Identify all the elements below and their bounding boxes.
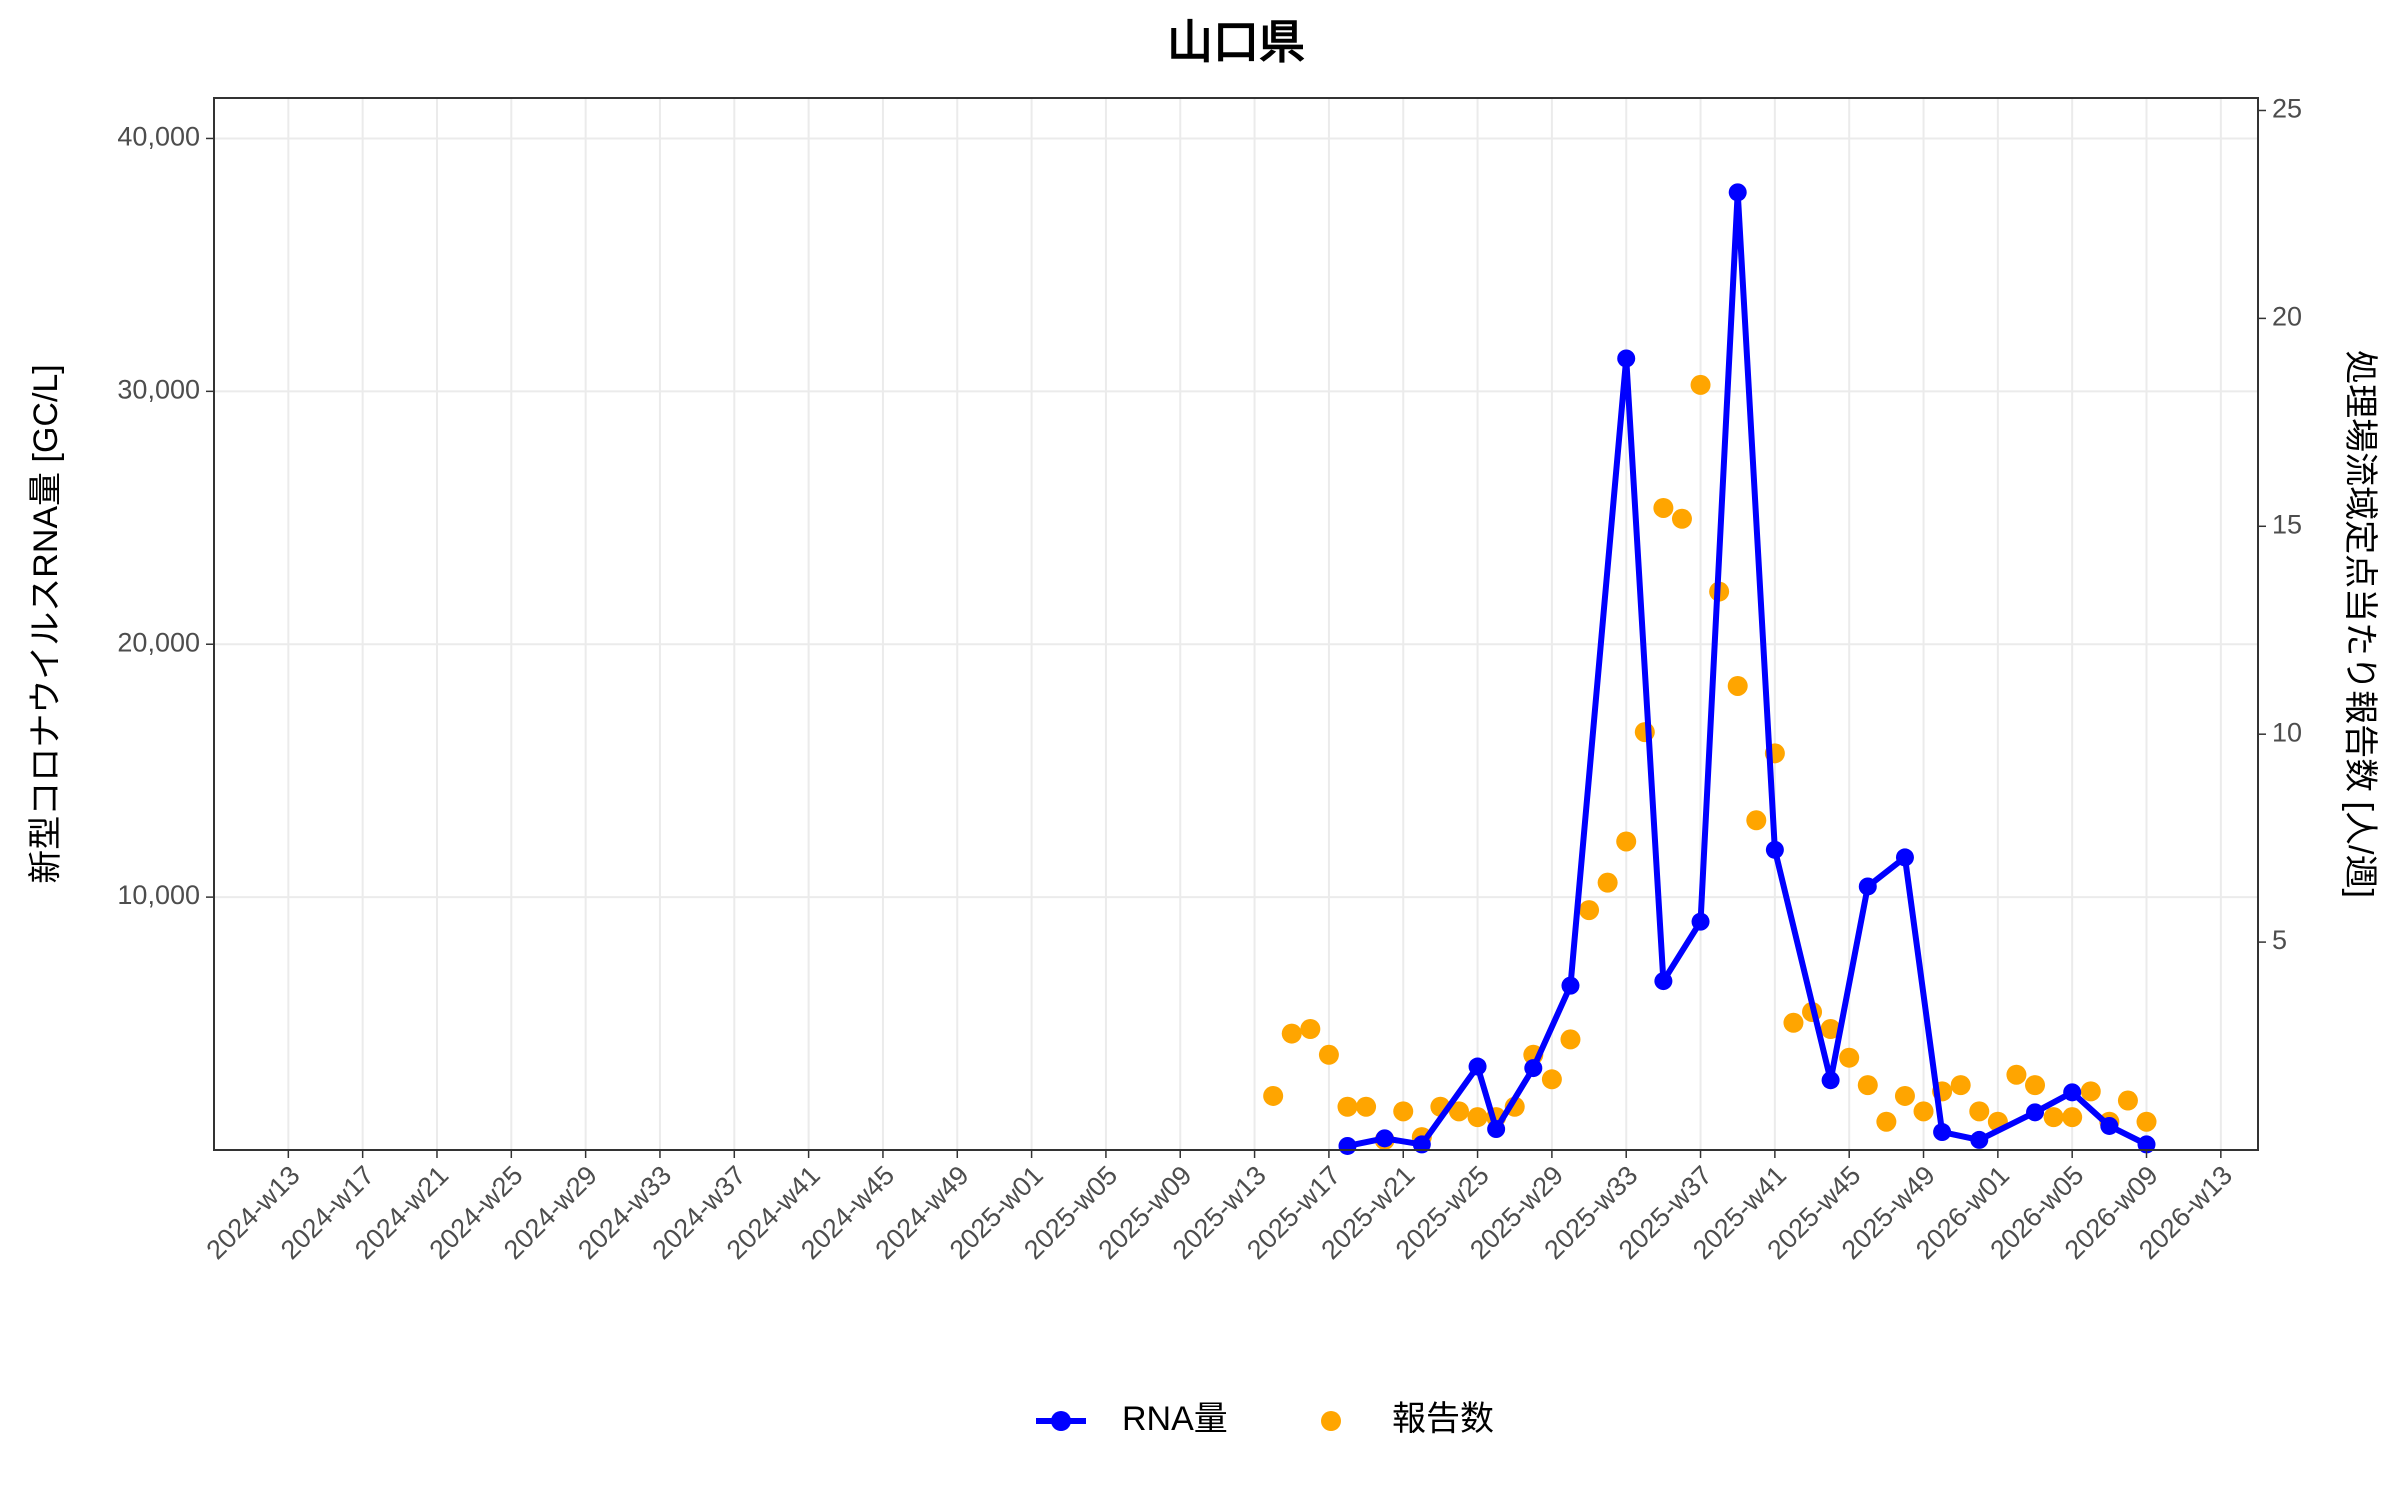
report-point	[2117, 1090, 2138, 1111]
legend-label: 報告数	[1392, 1400, 1494, 1438]
report-point	[1393, 1101, 1414, 1122]
y-tick-label: 40,000	[117, 122, 200, 152]
rna-point	[1691, 912, 1710, 931]
report-point	[1560, 1029, 1581, 1050]
rna-point	[1933, 1123, 1952, 1142]
rna-point	[1821, 1071, 1840, 1090]
report-point	[1579, 900, 1600, 921]
report-point	[2025, 1075, 2046, 1096]
rna-point	[1895, 848, 1914, 867]
y2-tick-label: 15	[2272, 509, 2302, 539]
report-point	[1263, 1085, 1284, 1106]
report-point	[1746, 810, 1767, 831]
rna-point	[1970, 1130, 1989, 1149]
report-point	[1820, 1018, 1841, 1039]
y2-tick-label: 25	[2272, 94, 2302, 124]
report-point	[1950, 1075, 1971, 1096]
report-point	[1467, 1107, 1488, 1128]
report-point	[2080, 1081, 2101, 1102]
report-point	[1448, 1101, 1469, 1122]
legend-dot	[1051, 1411, 1071, 1431]
rna-point	[1338, 1136, 1357, 1155]
legend: RNA量 報告数	[1036, 1400, 1494, 1438]
report-point	[2006, 1064, 2027, 1085]
y2-tick-label: 20	[2272, 302, 2302, 332]
report-point	[2062, 1107, 2083, 1128]
report-point	[1690, 374, 1711, 395]
report-point	[1337, 1096, 1358, 1117]
rna-point	[1412, 1135, 1431, 1154]
report-point	[1876, 1111, 1897, 1132]
report-point	[1356, 1096, 1377, 1117]
report-point	[2136, 1111, 2157, 1132]
rna-point	[2137, 1135, 2156, 1154]
y2-tick-label: 5	[2272, 925, 2287, 955]
rna-point	[2063, 1083, 2082, 1102]
rna-point	[1375, 1129, 1394, 1148]
rna-point	[1561, 976, 1580, 995]
report-point	[1727, 675, 1748, 696]
rna-point	[1765, 840, 1784, 859]
rna-point	[1728, 183, 1747, 202]
report-point	[1300, 1018, 1321, 1039]
y-tick-label: 30,000	[117, 374, 200, 404]
report-point	[1671, 508, 1692, 529]
y-tick-label: 20,000	[117, 627, 200, 657]
report-point	[1894, 1085, 1915, 1106]
report-point	[1969, 1101, 1990, 1122]
report-point	[1281, 1023, 1302, 1044]
report-point	[1541, 1069, 1562, 1090]
rna-point	[1654, 972, 1673, 991]
report-point	[1318, 1044, 1339, 1065]
rna-point	[1858, 877, 1877, 896]
legend-label: RNA量	[1122, 1400, 1228, 1438]
y2-tick-label: 10	[2272, 717, 2302, 747]
rna-point	[2026, 1103, 2045, 1122]
rna-point	[1487, 1120, 1506, 1139]
rna-point	[2100, 1116, 2119, 1135]
legend-dot	[1321, 1411, 1341, 1431]
plot-border	[213, 97, 2259, 1151]
report-point	[1653, 497, 1674, 518]
report-point	[2043, 1107, 2064, 1128]
report-point	[1616, 831, 1637, 852]
marks	[1263, 183, 2157, 1155]
report-point	[1913, 1101, 1934, 1122]
y-tick-label: 10,000	[117, 880, 200, 910]
report-point	[1783, 1012, 1804, 1033]
report-point	[1597, 872, 1618, 893]
y-axis-title: 新型コロナウイルスRNA量 [GC/L]	[27, 364, 65, 883]
rna-point	[1524, 1059, 1543, 1078]
report-point	[1857, 1075, 1878, 1096]
report-point	[1839, 1047, 1860, 1068]
chart-title: 山口県	[1167, 16, 1305, 68]
rna-point	[1468, 1057, 1487, 1076]
y2-axis-title: 処理場流域定点当たり報告数 [人/週]	[2341, 350, 2379, 898]
rna-point	[1617, 349, 1636, 368]
